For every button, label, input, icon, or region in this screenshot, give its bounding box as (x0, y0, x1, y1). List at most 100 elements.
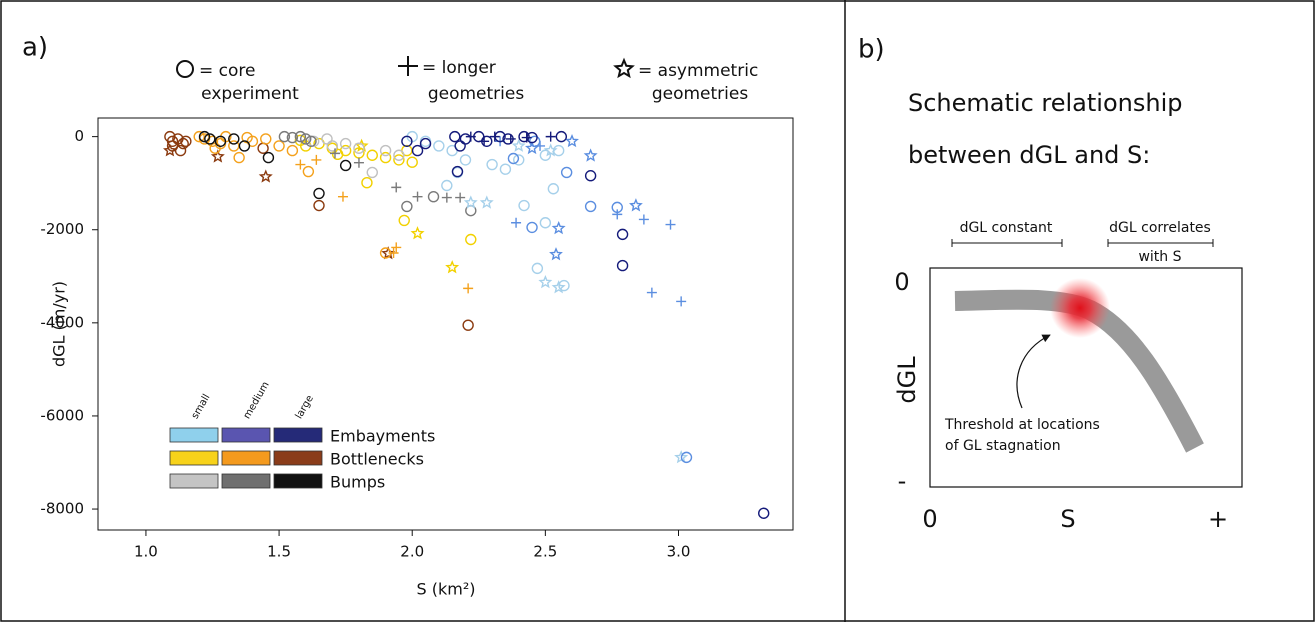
point (513, 154, 525, 166)
point (233, 151, 245, 164)
y-tick-label: -6000 (40, 406, 84, 424)
point (479, 136, 490, 147)
point (410, 226, 425, 240)
point (273, 140, 285, 152)
point (526, 221, 538, 234)
legend-swatch (221, 450, 271, 466)
x-tick-label: 2.0 (400, 543, 424, 561)
schematic-title: Schematic relationship (908, 89, 1182, 117)
legend-label: Embayments (330, 427, 435, 446)
x-tick-label: 1.0 (134, 543, 158, 561)
point (204, 133, 216, 145)
point (241, 131, 253, 144)
point (260, 133, 272, 145)
legend-swatch (273, 473, 323, 489)
point (278, 130, 291, 143)
y-axis-label: dGL (m/yr) (50, 281, 69, 367)
point (646, 287, 657, 298)
legend-swatch (273, 450, 323, 466)
point (451, 165, 464, 178)
point (379, 151, 392, 164)
y-tick-label: -8000 (40, 500, 84, 518)
y-tick-label: -2000 (40, 220, 84, 238)
point (329, 148, 340, 159)
x-tick-label: 2.5 (533, 543, 557, 561)
point (214, 135, 227, 147)
point (507, 152, 520, 165)
point (539, 217, 552, 229)
legend-symbol (176, 60, 194, 78)
point (398, 214, 410, 227)
legend-swatch (169, 450, 219, 466)
point (388, 248, 399, 259)
point (518, 199, 530, 212)
point (419, 135, 432, 147)
point (321, 133, 333, 145)
point (257, 142, 269, 154)
point (228, 133, 240, 145)
point (549, 247, 563, 261)
point (616, 228, 629, 241)
annotation: of GL stagnation (945, 438, 1061, 454)
point (381, 246, 396, 260)
point (294, 130, 307, 143)
bracket (1107, 239, 1214, 247)
point (518, 130, 530, 143)
y-top-label: 0 (894, 268, 909, 296)
point (411, 144, 424, 157)
point (612, 209, 623, 220)
legend-label: geometries (428, 84, 525, 104)
point (174, 144, 187, 157)
point (454, 140, 466, 152)
legend-swatch (221, 473, 271, 489)
point (552, 144, 565, 157)
point (353, 142, 365, 154)
point (459, 154, 472, 166)
y-tick-label: -4000 (40, 313, 84, 331)
x-label: 0 (922, 505, 937, 533)
legend-column: medium (242, 380, 272, 421)
x-tick-label: 3.0 (667, 543, 691, 561)
point (166, 135, 179, 147)
point (462, 319, 474, 331)
legend-swatch (273, 427, 323, 443)
x-label: S (1060, 505, 1075, 533)
point (441, 192, 452, 203)
legend-column: large (294, 394, 316, 421)
point (393, 154, 405, 166)
point (465, 131, 476, 142)
point (551, 220, 566, 235)
threshold-glow (1050, 278, 1110, 338)
point (758, 507, 770, 519)
schematic-box (929, 267, 1243, 488)
point (198, 130, 211, 143)
legend-symbol (613, 57, 635, 79)
point (163, 143, 177, 157)
point (560, 166, 573, 179)
point (286, 131, 299, 144)
point (339, 137, 352, 150)
point (258, 169, 273, 183)
point (427, 190, 440, 203)
y-tick-label: 0 (74, 127, 84, 145)
point (391, 242, 402, 253)
point (286, 144, 299, 157)
y-bottom-label: - (898, 467, 907, 495)
y-label: dGL (893, 356, 921, 404)
point (583, 148, 598, 162)
legend-label: Bumps (330, 473, 385, 492)
point (638, 214, 649, 225)
point (463, 283, 474, 294)
legend-swatch (169, 427, 219, 443)
legend-label: Bottlenecks (330, 450, 424, 469)
point (354, 138, 369, 152)
point (511, 217, 522, 228)
point (401, 135, 413, 147)
point (393, 149, 405, 161)
point (465, 233, 477, 246)
bracket-label: dGL correlates (1109, 220, 1211, 236)
point (551, 280, 566, 294)
point (455, 192, 466, 203)
point (326, 142, 339, 154)
